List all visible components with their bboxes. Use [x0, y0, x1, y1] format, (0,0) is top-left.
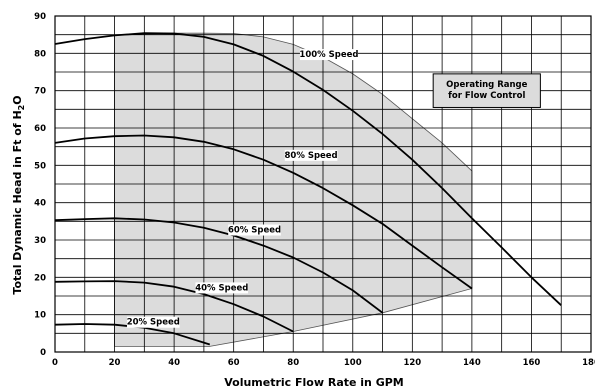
curve-label: 40% Speed — [195, 282, 249, 294]
grid — [54, 15, 592, 353]
y-tick-label: 60 — [34, 124, 46, 134]
y-tick-label: 0 — [40, 348, 46, 358]
y-tick-label: 40 — [34, 199, 46, 209]
curve-40-percent-speed — [54, 280, 294, 333]
y-axis-title-end: O — [11, 95, 24, 104]
curve-labels: 100% Speed 80% Speed 60% Speed 40% Speed 20%… — [126, 49, 358, 328]
y-tick-label: 80 — [34, 49, 46, 59]
x-tick-labels: 0 20 40 60 80 100 120 140 160 180 — [52, 358, 595, 368]
curve-label-backing — [299, 49, 358, 61]
legend-box — [432, 73, 541, 108]
y-axis-title-subscript: 2 — [17, 105, 26, 111]
curve-80-percent-speed — [54, 134, 473, 290]
x-axis-title: Volumetric Flow Rate in GPM — [224, 376, 404, 389]
curve-label-text: 100% Speed — [299, 50, 358, 60]
x-tick-label: 80 — [287, 358, 299, 368]
y-tick-label: 90 — [34, 12, 46, 22]
y-axis-title-main: Total Dynamic Head in Ft of H — [11, 110, 24, 294]
x-tick-label: 120 — [403, 358, 421, 368]
curve-label: 80% Speed — [284, 149, 338, 161]
curve-label-text: 20% Speed — [127, 318, 180, 328]
curve-label-backing — [126, 316, 180, 328]
curve-label-backing — [284, 149, 338, 161]
y-tick-label: 10 — [34, 311, 46, 321]
x-tick-label: 40 — [168, 358, 180, 368]
x-tick-label: 60 — [228, 358, 240, 368]
curve-label: 100% Speed — [299, 49, 358, 61]
x-tick-label: 140 — [463, 358, 481, 368]
y-tick-label: 30 — [34, 236, 46, 246]
y-axis-title: Total Dynamic Head in Ft of H2O — [11, 95, 26, 294]
legend-text-line: Operating Range — [446, 80, 527, 90]
curve-label-text: 80% Speed — [285, 151, 338, 161]
curve-label: 60% Speed — [228, 224, 281, 236]
curve-label: 20% Speed — [126, 316, 180, 328]
y-tick-label: 70 — [34, 87, 46, 97]
x-tick-label: 100 — [344, 358, 362, 368]
legend-text-line: for Flow Control — [448, 91, 525, 101]
curve-label-backing — [228, 224, 281, 236]
curve-100-percent-speed — [54, 32, 562, 306]
y-tick-labels: 0 10 20 30 40 50 60 70 80 90 — [34, 12, 46, 358]
curve-label-text: 60% Speed — [228, 226, 281, 236]
plot-frame — [54, 15, 592, 353]
x-tick-label: 0 — [52, 358, 58, 368]
plot-border — [54, 15, 592, 353]
curve-label-backing — [195, 282, 249, 294]
y-tick-label: 50 — [34, 161, 46, 171]
x-tick-label: 160 — [523, 358, 541, 368]
curve-60-percent-speed — [54, 217, 384, 314]
x-tick-label: 20 — [109, 358, 121, 368]
y-tick-label: 20 — [34, 273, 46, 283]
x-tick-label: 180 — [582, 358, 595, 368]
curve-label-text: 40% Speed — [195, 283, 248, 293]
